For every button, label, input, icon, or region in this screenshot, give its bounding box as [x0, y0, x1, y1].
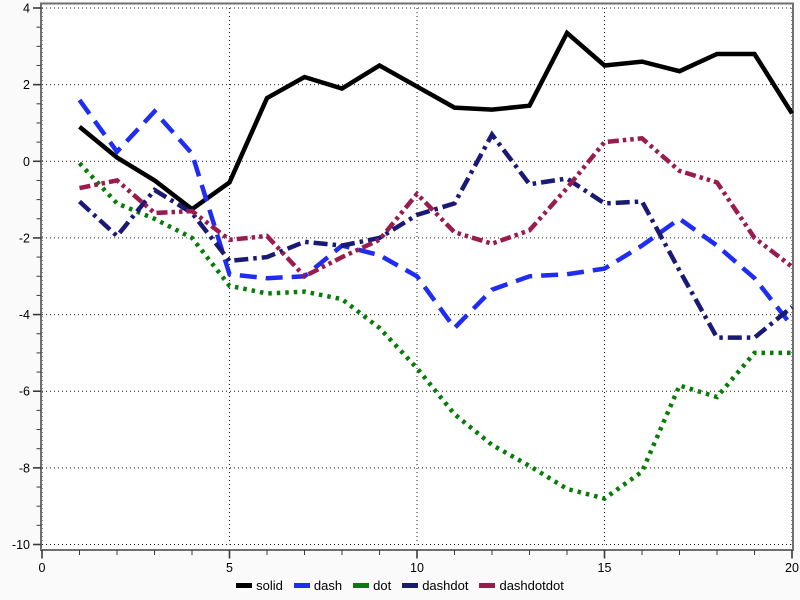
y-tick-label: -8: [19, 461, 30, 475]
legend-swatch-solid: [236, 583, 253, 588]
x-tick-label: 20: [785, 561, 799, 575]
y-tick-label: 2: [23, 78, 30, 92]
series-line-dash: [77, 98, 794, 332]
legend-label: dashdot: [422, 578, 469, 593]
y-tick-label: 4: [23, 2, 30, 16]
x-tick-label: 15: [598, 561, 612, 575]
series-line-dashdot: [77, 130, 794, 340]
series-line-dashdotdot: [79, 135, 794, 280]
legend-label: dot: [373, 578, 392, 593]
y-tick-label: -2: [19, 231, 30, 245]
y-tick-label: -6: [19, 385, 30, 399]
legend-item-dashdotdot: dashdotdot: [479, 578, 564, 593]
y-tick-label: 0: [23, 155, 30, 169]
legend-label: solid: [256, 578, 283, 593]
legend-item-dashdot: dashdot: [402, 579, 468, 592]
x-tick-label: 0: [39, 561, 46, 575]
chart-legend: solid dash dot dashdot dashdotdot: [0, 579, 800, 592]
legend-label: dash: [313, 578, 343, 593]
y-tick-label: -4: [19, 308, 30, 322]
x-tick-label: 5: [226, 561, 233, 575]
y-tick-label: -10: [12, 538, 30, 552]
legend-swatch-dashdotdot: [479, 583, 496, 588]
legend-item-solid: solid: [236, 579, 283, 592]
x-tick-label: 10: [410, 561, 424, 575]
series-line-dot: [77, 161, 792, 501]
legend-label: dashdotdot: [499, 578, 564, 593]
legend-swatch-dashdot: [402, 583, 419, 588]
legend-item-dot: dot: [353, 579, 391, 592]
series-line-solid: [78, 29, 794, 212]
legend-item-dash: dash: [293, 578, 343, 593]
legend-swatch-dot: [353, 583, 370, 588]
legend-swatch-dash: [293, 583, 310, 588]
